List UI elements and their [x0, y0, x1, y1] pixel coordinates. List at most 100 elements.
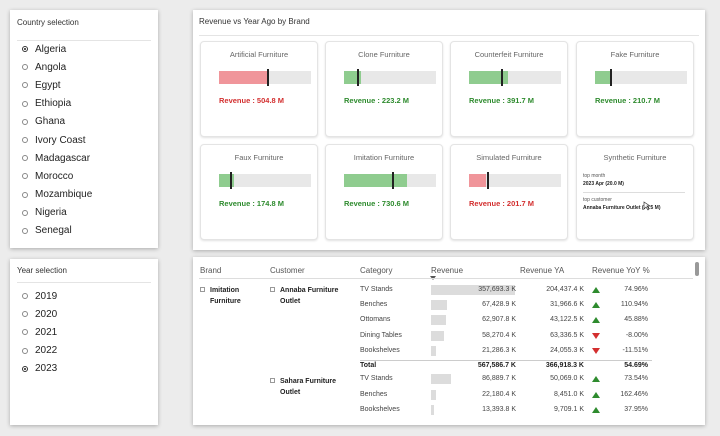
revenue-yoy-cell: -8.00% [625, 332, 648, 339]
brand-card-revenue: Revenue : 174.8 M [219, 199, 285, 208]
year-option[interactable]: 2023 [22, 360, 57, 378]
revenue-cell: 67,428.9 K [482, 301, 516, 308]
country-option[interactable]: Ghana [22, 113, 92, 131]
country-option[interactable]: Ethiopia [22, 95, 92, 113]
radio-button-icon[interactable] [22, 64, 28, 71]
country-option[interactable]: Egypt [22, 76, 92, 94]
radio-button-icon[interactable] [22, 227, 28, 234]
year-option[interactable]: 2020 [22, 305, 57, 323]
revenue-matrix-panel [193, 257, 705, 425]
bullet-bar-target-marker [391, 172, 394, 189]
bullet-bar-track [469, 69, 561, 86]
trend-up-icon [592, 302, 600, 308]
brand-card-title: Clone Furniture [358, 50, 410, 59]
revenue-cell: 21,286.3 K [482, 347, 516, 354]
brand-card[interactable]: Artificial Furniture Revenue : 504.8 M [200, 41, 318, 137]
brand-card[interactable]: Imitation Furniture Revenue : 730.6 M [325, 144, 443, 240]
category-cell: Benches [360, 391, 388, 398]
total-divider [360, 360, 652, 361]
country-option[interactable]: Nigeria [22, 204, 92, 222]
brand-card-title: Fake Furniture [610, 50, 660, 59]
header-revenue[interactable]: Revenue [431, 266, 464, 275]
radio-button-icon[interactable] [22, 137, 28, 144]
radio-button-icon[interactable] [22, 365, 28, 372]
revenue-ya-cell: 50,069.0 K [550, 375, 584, 382]
country-option-label: Madagascar [35, 152, 91, 164]
header-revenue-ya[interactable]: Revenue YA [520, 266, 565, 275]
category-cell: Bookshelves [360, 406, 400, 413]
category-cell: TV Stands [360, 286, 393, 293]
category-cell: Bookshelves [360, 347, 400, 354]
revenue-yoy-cell: 37.95% [624, 406, 648, 413]
brand-card[interactable]: Counterfeit Furniture Revenue : 391.7 M [450, 41, 568, 137]
radio-button-icon[interactable] [22, 100, 28, 107]
country-slicer-divider [17, 40, 151, 41]
radio-button-icon[interactable] [22, 173, 28, 180]
header-brand[interactable]: Brand [200, 266, 222, 275]
brand-revenue-panel: Revenue vs Year Ago by Brand Artificial … [193, 10, 705, 250]
revenue-ya-cell: 8,451.0 K [554, 391, 584, 398]
country-option[interactable]: Madagascar [22, 149, 92, 167]
bullet-bar-track [219, 69, 311, 86]
category-cell: Ottomans [360, 316, 391, 323]
brand-card-revenue: Revenue : 504.8 M [219, 96, 285, 105]
revenue-ya-cell: 24,055.3 K [550, 347, 584, 354]
radio-button-icon[interactable] [22, 293, 28, 300]
revenue-cell: 62,907.8 K [482, 316, 516, 323]
trend-down-icon [592, 348, 600, 354]
radio-button-icon[interactable] [22, 191, 28, 198]
brand-card-title: Imitation Furniture [353, 153, 415, 162]
brand-card-synthetic[interactable]: Synthetic Furniture top month 2023 Apr (… [576, 144, 694, 240]
radio-button-icon[interactable] [22, 118, 28, 125]
bullet-bar-track [469, 172, 561, 189]
brand-card[interactable]: Clone Furniture Revenue : 223.2 M [325, 41, 443, 137]
radio-button-icon[interactable] [22, 329, 28, 336]
country-option[interactable]: Ivory Coast [22, 131, 92, 149]
bullet-bar-fill [344, 174, 407, 187]
radio-button-icon[interactable] [22, 82, 28, 89]
revenue-cell: 86,889.7 K [482, 375, 516, 382]
brand-card-title: Synthetic Furniture [603, 153, 667, 162]
revenue-cell: 357,693.3 K [478, 286, 516, 293]
country-list: Algeria Angola Egypt Ethiopia Ghana Ivory Coa… [22, 40, 92, 240]
revenue-yoy-cell: 73.54% [624, 375, 648, 382]
header-revenue-yoy[interactable]: Revenue YoY % [592, 266, 650, 275]
year-option-label: 2022 [35, 345, 58, 357]
bullet-bar-target-marker [609, 69, 612, 86]
brand-card[interactable]: Fake Furniture Revenue : 210.7 M [576, 41, 694, 137]
top-month-label: top month [583, 173, 606, 179]
country-option[interactable]: Algeria [22, 40, 92, 58]
customer-collapse-icon[interactable] [270, 378, 275, 383]
header-category[interactable]: Category [360, 266, 393, 275]
year-option[interactable]: 2022 [22, 342, 57, 360]
radio-button-icon[interactable] [22, 209, 28, 216]
header-customer[interactable]: Customer [270, 266, 305, 275]
radio-button-icon[interactable] [22, 155, 28, 162]
bullet-bar-track [344, 69, 436, 86]
radio-button-icon[interactable] [22, 311, 28, 318]
year-option[interactable]: 2021 [22, 323, 57, 341]
revenue-data-bar [431, 331, 445, 341]
country-option[interactable]: Senegal [22, 222, 92, 240]
matrix-scrollbar[interactable] [695, 262, 699, 276]
brand-card[interactable]: Faux Furniture Revenue : 174.8 M [200, 144, 318, 240]
country-option[interactable]: Angola [22, 58, 92, 76]
brand-card[interactable]: Simulated Furniture Revenue : 201.7 M [450, 144, 568, 240]
revenue-data-bar [431, 405, 435, 415]
country-option-label: Ghana [35, 116, 66, 128]
radio-button-icon[interactable] [22, 347, 28, 354]
brand-collapse-icon[interactable] [200, 287, 205, 292]
year-option-label: 2023 [35, 363, 58, 375]
bullet-bar-fill [469, 71, 508, 84]
brand-card-title: Faux Furniture [234, 153, 284, 162]
country-option-label: Angola [35, 61, 67, 73]
revenue-data-bar [431, 285, 515, 295]
country-option[interactable]: Mozambique [22, 186, 92, 204]
country-option[interactable]: Morocco [22, 167, 92, 185]
radio-button-icon[interactable] [22, 46, 28, 53]
total-revenue-ya-cell: 366,918.3 K [545, 362, 584, 369]
year-option[interactable]: 2019 [22, 287, 57, 305]
country-option-label: Senegal [35, 225, 72, 237]
year-option-label: 2020 [35, 308, 58, 320]
customer-collapse-icon[interactable] [270, 287, 275, 292]
